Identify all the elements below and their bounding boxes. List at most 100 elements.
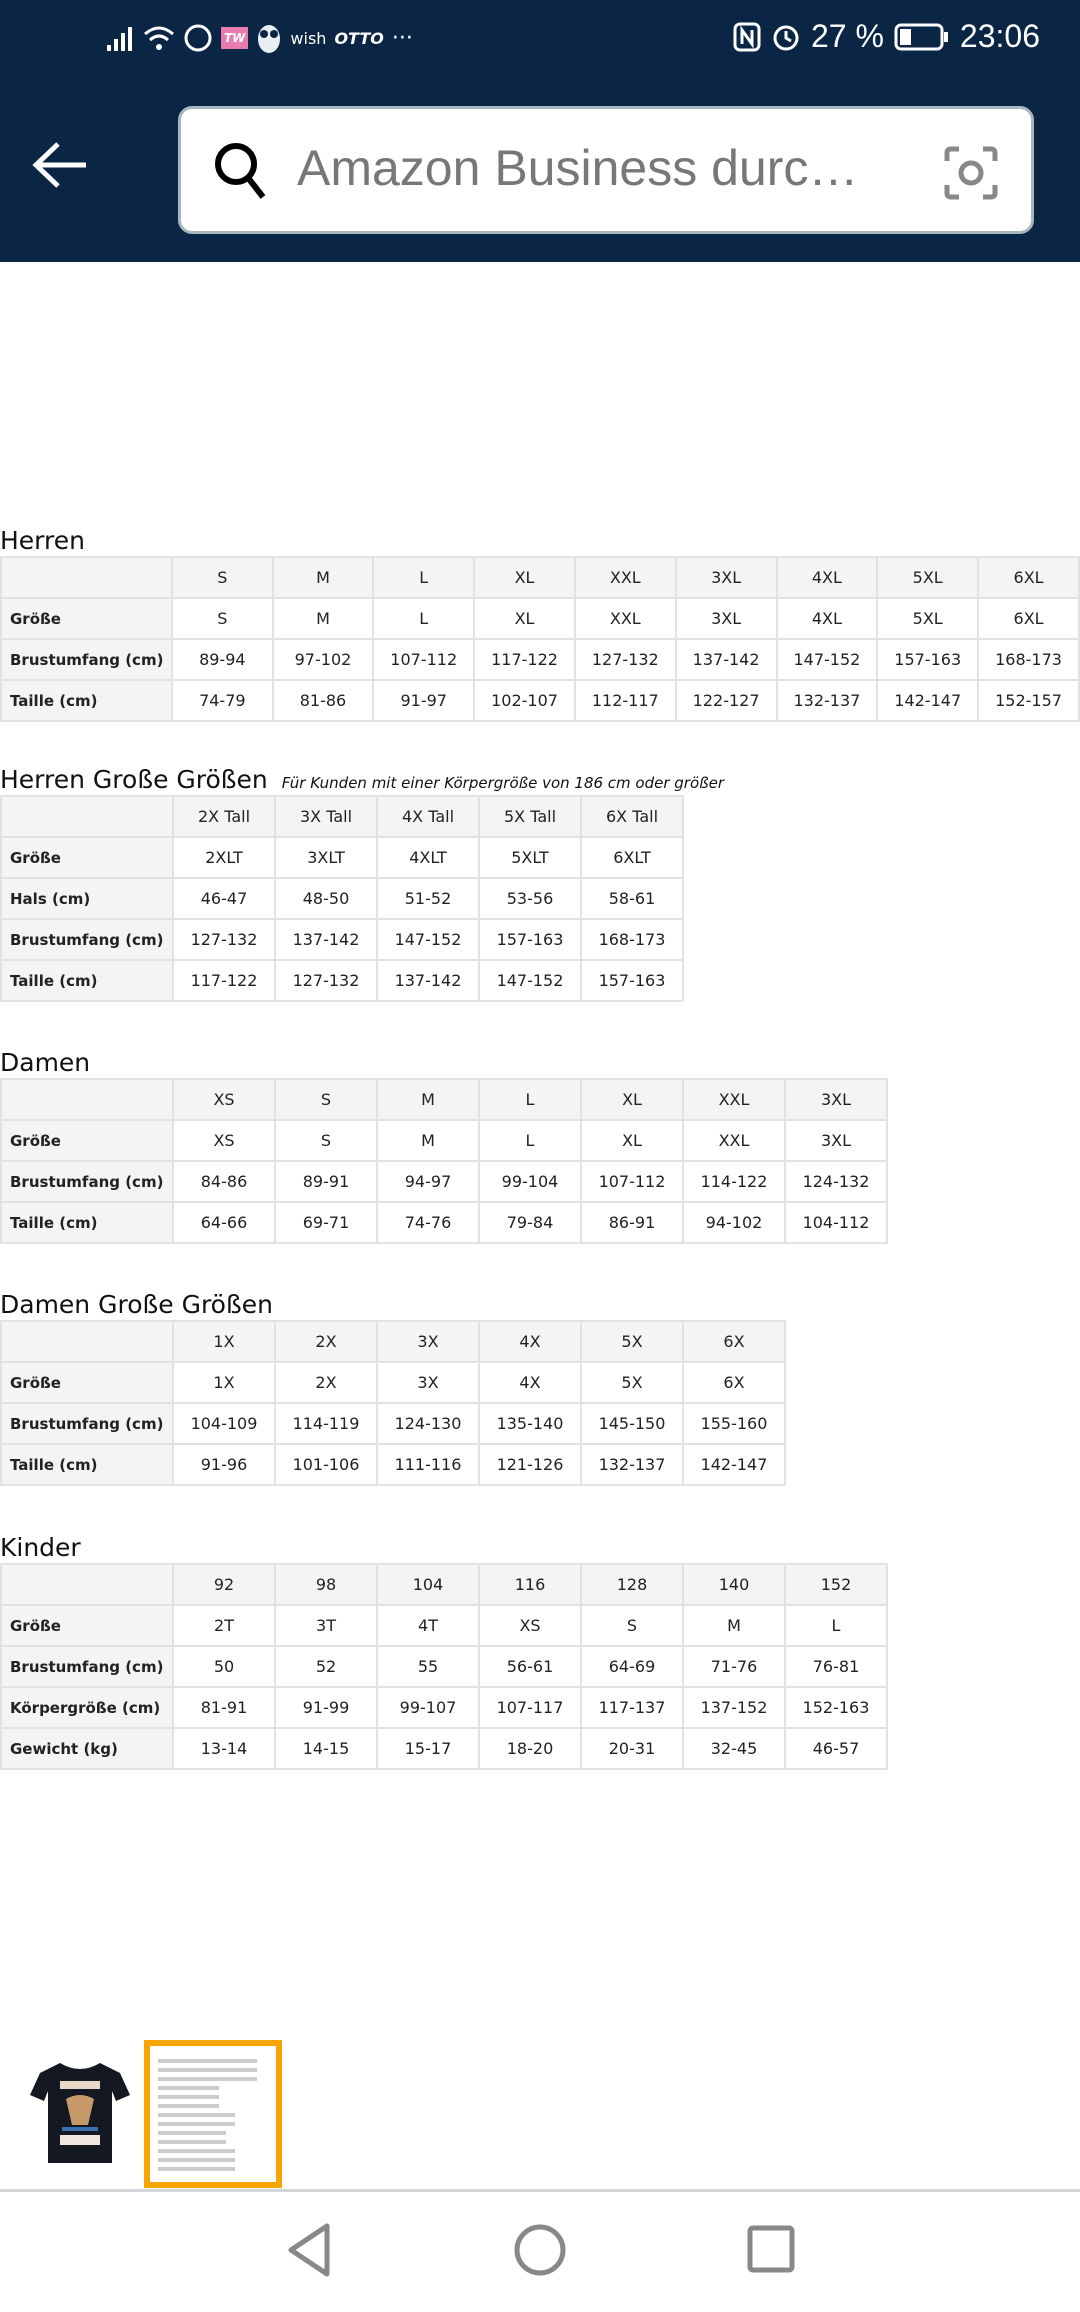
column-header: 6X Tall — [580, 795, 684, 838]
column-header: 1X — [172, 1320, 276, 1363]
column-header: 152 — [784, 1563, 888, 1606]
table-cell: 74-79 — [171, 679, 274, 722]
table-row: Größe S M L XL XXL 3XL 4XL 5XL 6XL — [0, 597, 1080, 640]
thumbnail-size-chart[interactable] — [144, 2040, 282, 2188]
table-row: Gewicht (kg) 13-14 14-15 15-17 18-20 20-31 32-… — [0, 1727, 888, 1770]
search-bar[interactable]: Amazon Business durc… — [178, 106, 1034, 234]
nav-home-icon[interactable] — [512, 2220, 568, 2280]
table-cell: 104-109 — [172, 1402, 276, 1445]
corner-cell — [0, 1563, 174, 1606]
table-row: Brustumfang (cm) 89-94 97-102 107-112 117-12… — [0, 638, 1080, 681]
table-cell: 124-132 — [784, 1160, 888, 1203]
row-label: Taille (cm) — [0, 679, 174, 722]
table-row: Größe 1X 2X 3X 4X 5X 6X — [0, 1361, 786, 1404]
table-row: Taille (cm) 74-79 81-86 91-97 102-107 112-117… — [0, 679, 1080, 722]
section-title: Damen — [0, 1048, 888, 1078]
table-cell: 6XLT — [580, 836, 684, 879]
table-cell: 111-116 — [376, 1443, 480, 1486]
size-chart-image — [158, 2059, 268, 2171]
column-header: 5XL — [876, 556, 980, 599]
table-cell: 81-86 — [271, 679, 375, 722]
alarm-icon — [773, 25, 799, 50]
row-label: Brustumfang (cm) — [0, 1645, 174, 1688]
table-cell: 64-66 — [172, 1201, 276, 1244]
table-row: Größe 2XLT 3XLT 4XLT 5XLT 6XLT — [0, 836, 684, 879]
otto-icon: OTTO — [334, 28, 384, 48]
nav-recents-icon[interactable] — [746, 2220, 796, 2280]
table-cell: 89-91 — [274, 1160, 378, 1203]
table-cell: 132-137 — [775, 679, 879, 722]
table-cell: 69-71 — [274, 1201, 378, 1244]
row-label: Brustumfang (cm) — [0, 918, 174, 961]
table-cell: 145-150 — [580, 1402, 684, 1445]
table-cell: 1X — [172, 1361, 276, 1404]
row-label: Hals (cm) — [0, 877, 174, 920]
table-cell: 5X — [580, 1361, 684, 1404]
section-title: Kinder — [0, 1533, 888, 1563]
section-title: Herren — [0, 526, 1080, 556]
column-header: 3XL — [784, 1078, 888, 1121]
size-table: XS S M L XL XXL 3XL Größe XS S M L XL XXL 3XL Brustumfa… — [0, 1078, 888, 1244]
table-cell: 137-142 — [376, 959, 480, 1002]
thumbnail-t-shirt[interactable] — [30, 2055, 130, 2170]
table-cell: 157-163 — [876, 638, 980, 681]
table-cell: 147-152 — [376, 918, 480, 961]
table-cell: 152-163 — [784, 1686, 888, 1729]
column-header: 3XL — [674, 556, 778, 599]
column-header: S — [274, 1078, 378, 1121]
column-header: 104 — [376, 1563, 480, 1606]
section-title: Herren Große Größen Für Kunden mit einer … — [0, 765, 724, 795]
wish-icon: wish — [290, 28, 327, 48]
table-row: Brustumfang (cm) 127-132 137-142 147-152 157… — [0, 918, 684, 961]
table-cell: 5XL — [876, 597, 980, 640]
table-cell: 94-102 — [682, 1201, 786, 1244]
table-cell: 46-57 — [784, 1727, 888, 1770]
column-header: 92 — [172, 1563, 276, 1606]
back-button[interactable] — [30, 140, 100, 200]
row-label: Größe — [0, 1119, 174, 1162]
table-cell: 127-132 — [274, 959, 378, 1002]
column-header: 5X Tall — [478, 795, 582, 838]
table-row: Hals (cm) 46-47 48-50 51-52 53-56 58-61 — [0, 877, 684, 920]
column-header: 4X — [478, 1320, 582, 1363]
table-cell: 117-122 — [473, 638, 576, 681]
nav-back-icon[interactable] — [285, 2220, 335, 2280]
row-label: Taille (cm) — [0, 1201, 174, 1244]
table-cell: XL — [580, 1119, 684, 1162]
table-cell: XS — [172, 1119, 276, 1162]
column-header: XXL — [682, 1078, 786, 1121]
size-table-section: Herren S M L XL XXL 3XL 4XL 5XL 6XL Größe S M L XL XXL 3… — [0, 526, 1080, 722]
section-title-text: Herren Große Größen — [0, 765, 268, 794]
app-header: TW wish OTTO ··· 27 % 23:06 Amazon Busin… — [0, 0, 1080, 262]
table-cell: 53-56 — [478, 877, 582, 920]
row-label: Gewicht (kg) — [0, 1727, 174, 1770]
column-header: XL — [580, 1078, 684, 1121]
table-cell: 86-91 — [580, 1201, 684, 1244]
table-cell: L — [372, 597, 476, 640]
table-cell: XXL — [682, 1119, 786, 1162]
size-table: S M L XL XXL 3XL 4XL 5XL 6XL Größe S M L XL XXL 3XL 4XL 5… — [0, 556, 1080, 722]
table-header-row: 92 98 104 116 128 140 152 — [0, 1563, 888, 1606]
table-cell: 55 — [376, 1645, 480, 1688]
table-cell: XL — [473, 597, 576, 640]
section-note: Für Kunden mit einer Körpergröße von 186… — [281, 774, 724, 792]
table-cell: 13-14 — [172, 1727, 276, 1770]
divider — [0, 2189, 1080, 2192]
table-cell: 137-142 — [274, 918, 378, 961]
column-header: XS — [172, 1078, 276, 1121]
table-cell: 3X — [376, 1361, 480, 1404]
search-input[interactable]: Amazon Business durc… — [297, 140, 859, 196]
section-title-text: Damen — [0, 1048, 91, 1077]
table-cell: 107-117 — [478, 1686, 582, 1729]
owl-app-icon — [258, 25, 281, 53]
table-cell: L — [784, 1604, 888, 1647]
battery-icon — [894, 23, 948, 50]
t-shirt-image — [30, 2063, 130, 2163]
table-cell: 137-152 — [682, 1686, 786, 1729]
table-cell: 5XLT — [478, 836, 582, 879]
table-cell: 6X — [682, 1361, 786, 1404]
camera-search-icon[interactable] — [943, 145, 999, 201]
table-cell: 104-112 — [784, 1201, 888, 1244]
table-cell: L — [478, 1119, 582, 1162]
table-cell: 84-86 — [172, 1160, 276, 1203]
